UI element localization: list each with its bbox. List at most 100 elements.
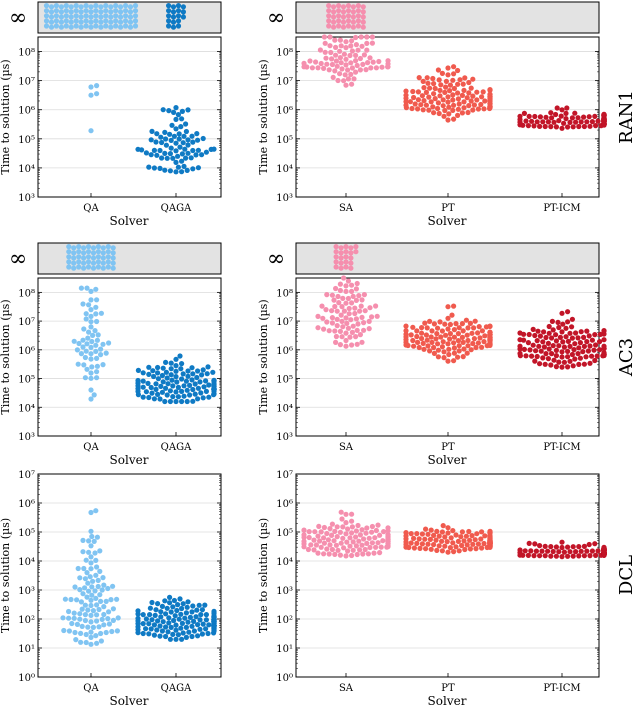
point-pt <box>451 116 457 122</box>
point-sa <box>359 314 365 320</box>
point-pt <box>479 344 485 350</box>
point-sa <box>329 56 335 62</box>
point-qaga <box>152 612 158 619</box>
unsolved-point-qa <box>105 254 111 260</box>
point-sa <box>307 58 313 64</box>
point-qa <box>84 285 90 291</box>
point-pt <box>403 530 409 536</box>
point-qa <box>94 612 100 618</box>
unsolved-point-sa <box>355 3 361 9</box>
point-qa <box>86 329 92 335</box>
point-pt-icm <box>567 343 573 349</box>
unsolved-point-qa <box>85 254 92 260</box>
point-sa <box>327 526 333 532</box>
unsolved-point-qa <box>127 4 134 10</box>
point-pt <box>437 319 443 325</box>
point-qaga <box>179 376 185 382</box>
point-pt <box>464 350 470 356</box>
point-sa <box>369 540 375 546</box>
point-sa <box>343 283 349 289</box>
point-qaga <box>151 147 157 153</box>
point-qa <box>68 596 74 603</box>
x-axis-label: Solver <box>428 214 467 228</box>
unsolved-point-qaga <box>175 8 182 14</box>
point-pt-icm <box>581 123 588 130</box>
y-axis-label: Time to solution (µs) <box>257 299 270 414</box>
point-qaga <box>140 370 146 376</box>
point-pt <box>443 78 449 84</box>
point-qaga <box>182 146 188 152</box>
point-pt-icm <box>534 353 540 360</box>
point-qaga <box>153 139 159 145</box>
y-tick-label: 10⁰ <box>18 673 35 684</box>
point-sa <box>367 544 373 551</box>
point-sa <box>318 60 324 67</box>
point-sa <box>356 293 362 299</box>
point-qaga <box>151 632 157 638</box>
point-pt <box>450 540 456 546</box>
point-qa <box>88 324 94 330</box>
point-qa <box>93 595 99 602</box>
point-pt <box>470 340 476 347</box>
point-pt <box>463 533 469 539</box>
unsolved-point-qa <box>108 19 114 25</box>
x-tick-label: QAGA <box>161 203 192 214</box>
point-pt-icm <box>556 118 562 124</box>
point-qa <box>98 630 104 637</box>
point-pt-icm <box>597 347 603 353</box>
point-pt-icm <box>581 543 588 550</box>
unsolved-point-qa <box>68 4 74 10</box>
unsolved-point-sa <box>336 23 342 29</box>
unsolved-point-sa <box>348 255 354 261</box>
point-qaga <box>183 128 189 135</box>
point-qa <box>95 583 101 590</box>
point-qa <box>92 550 98 556</box>
point-sa <box>373 303 379 309</box>
unsolved-point-qa <box>71 245 77 251</box>
point-pt <box>451 85 457 92</box>
y-tick-label: 10⁵ <box>276 528 293 539</box>
unsolved-point-qa <box>71 250 77 256</box>
point-pt <box>460 81 466 87</box>
point-qa <box>88 319 94 325</box>
point-pt-icm <box>573 549 579 555</box>
unsolved-point-qa <box>95 264 101 270</box>
point-qa <box>90 608 96 614</box>
point-qa <box>106 609 112 615</box>
unsolved-point-sa <box>340 19 347 25</box>
point-qa <box>88 375 94 381</box>
point-qaga <box>135 615 141 621</box>
unsolved-point-qa <box>108 4 114 10</box>
point-pt-icm <box>575 335 581 341</box>
point-pt <box>445 326 451 332</box>
point-sa <box>366 535 372 541</box>
point-sa <box>357 532 363 538</box>
point-qaga <box>159 389 165 395</box>
point-pt <box>455 96 461 102</box>
unsolved-point-qa <box>118 14 124 20</box>
axes-frame <box>295 36 600 198</box>
point-sa <box>343 330 349 336</box>
point-pt <box>461 346 467 352</box>
point-sa <box>369 314 375 320</box>
point-pt <box>423 102 429 108</box>
point-pt <box>459 334 465 340</box>
point-sa <box>357 308 363 314</box>
unsolved-point-qa <box>90 250 97 256</box>
point-pt <box>445 72 451 78</box>
point-pt-icm <box>567 549 573 555</box>
point-pt <box>428 334 434 340</box>
point-qa <box>77 575 83 581</box>
point-sa <box>327 43 333 49</box>
point-sa <box>329 308 335 314</box>
point-sa <box>332 551 338 558</box>
point-pt-icm <box>593 552 599 559</box>
unsolved-point-sa <box>343 259 349 265</box>
unsolved-point-qa <box>118 4 124 10</box>
unsolved-point-sa <box>331 24 337 30</box>
unsolved-point-sa <box>348 265 354 271</box>
point-sa <box>377 532 383 538</box>
unsolved-point-qa <box>76 254 82 260</box>
y-tick-label: 10⁷ <box>18 317 35 328</box>
point-sa <box>349 65 355 71</box>
